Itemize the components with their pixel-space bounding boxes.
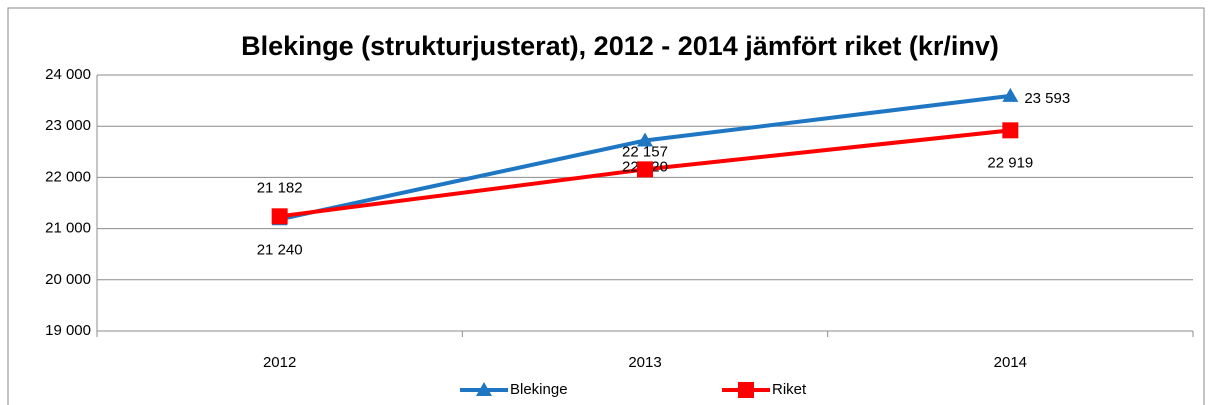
data-point (271, 208, 288, 225)
data-label: 22 919 (987, 154, 1033, 171)
data-label: 22 157 (622, 143, 668, 160)
data-label: 23 593 (1024, 90, 1070, 107)
y-tick-label: 21 000 (45, 220, 91, 237)
legend-label: Riket (772, 381, 807, 398)
y-tick-label: 23 000 (45, 117, 91, 134)
x-tick-label: 2014 (994, 354, 1027, 371)
legend-marker (476, 382, 492, 396)
legend-label: Blekinge (510, 381, 568, 398)
chart-title: Blekinge (strukturjusterat), 2012 - 2014… (241, 31, 999, 61)
y-tick-label: 22 000 (45, 168, 91, 185)
data-point (1002, 122, 1019, 139)
data-point (637, 132, 653, 147)
chart-frame (7, 7, 1205, 405)
y-tick-label: 19 000 (45, 322, 91, 339)
legend-marker (738, 382, 754, 398)
x-tick-label: 2012 (263, 354, 296, 371)
y-tick-label: 24 000 (45, 66, 91, 83)
y-tick-label: 20 000 (45, 271, 91, 288)
x-tick-label: 2013 (628, 354, 661, 371)
data-point (637, 161, 653, 178)
data-label: 21 182 (257, 179, 303, 196)
data-point (1002, 87, 1019, 102)
data-label: 21 240 (257, 241, 303, 258)
